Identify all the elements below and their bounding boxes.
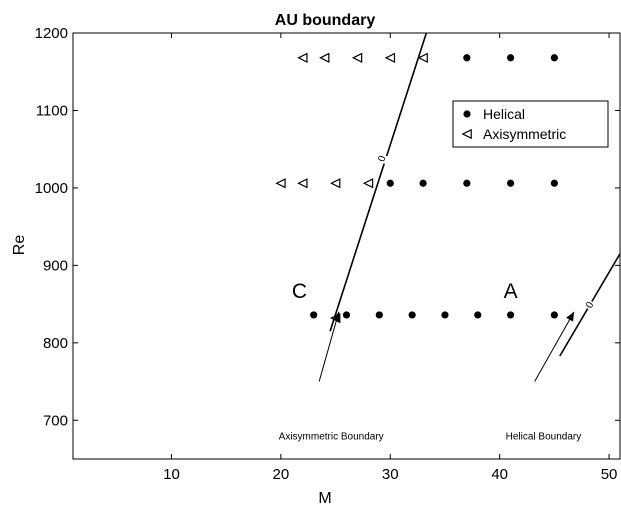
plot-frame bbox=[72, 32, 621, 460]
data-point-axisymmetric bbox=[319, 52, 330, 63]
y-tick-label: 1000 bbox=[35, 180, 68, 197]
data-point-axisymmetric bbox=[297, 178, 308, 189]
data-point-helical bbox=[386, 179, 394, 187]
data-point-helical bbox=[342, 311, 351, 319]
legend-marker-helical bbox=[463, 110, 471, 118]
x-tick-label: 40 bbox=[491, 466, 508, 483]
data-point-axisymmetric bbox=[384, 52, 396, 63]
y-tick-label: 1200 bbox=[35, 25, 68, 42]
data-point-axisymmetric bbox=[417, 52, 428, 63]
data-point-axisymmetric bbox=[330, 178, 341, 189]
data-point-helical bbox=[463, 54, 471, 62]
data-point-helical bbox=[408, 311, 416, 319]
data-point-helical bbox=[507, 179, 515, 187]
legend-box bbox=[452, 100, 609, 148]
annotation-label: Axisymmetric Boundary bbox=[279, 432, 384, 443]
region-label: C bbox=[292, 280, 307, 303]
data-point-helical bbox=[550, 179, 558, 187]
y-tick-label: 1100 bbox=[36, 102, 68, 119]
data-point-helical bbox=[507, 54, 515, 62]
annotation-arrowhead bbox=[566, 311, 575, 322]
data-point-helical bbox=[310, 311, 318, 319]
boundary-line bbox=[329, 32, 428, 332]
y-tick-label: 800 bbox=[43, 335, 68, 352]
legend-label: Axisymmetric bbox=[483, 126, 566, 142]
data-point-helical bbox=[474, 311, 482, 319]
data-point-helical bbox=[419, 179, 427, 187]
y-axis-title: Re bbox=[11, 235, 28, 256]
y-tick-label: 900 bbox=[43, 257, 68, 274]
data-point-helical bbox=[463, 179, 471, 187]
annotation-arrow bbox=[318, 311, 340, 382]
contour-label: 0 bbox=[584, 300, 597, 311]
contour-label: 0 bbox=[376, 154, 388, 163]
x-tick-label: 30 bbox=[382, 466, 399, 483]
data-point-axisymmetric bbox=[275, 178, 286, 189]
data-point-axisymmetric bbox=[351, 52, 363, 63]
data-point-axisymmetric bbox=[362, 178, 374, 189]
legend: Helical Axisymmetric bbox=[452, 100, 609, 148]
contour-label-bg bbox=[374, 152, 389, 165]
data-point-helical bbox=[375, 311, 383, 319]
data-point-helical bbox=[550, 311, 558, 319]
region-label: A bbox=[504, 280, 518, 303]
legend-marker-axisymmetric bbox=[461, 128, 472, 140]
x-axis-title: M bbox=[318, 490, 331, 507]
data-point-helical bbox=[550, 54, 558, 62]
plot-area: 10 20 30 40 50 700 800 900 1000 1100 1200 0 0 Axisymm… bbox=[35, 25, 621, 483]
chart-title: AU boundary bbox=[275, 12, 376, 29]
legend-label: Helical bbox=[483, 106, 525, 122]
annotation-label: Helical Boundary bbox=[506, 432, 582, 443]
x-tick-label: 10 bbox=[163, 466, 180, 483]
x-tick-label: 20 bbox=[273, 466, 290, 483]
y-tick-label: 700 bbox=[43, 412, 68, 429]
data-point-axisymmetric bbox=[297, 52, 308, 63]
annotation-arrowhead bbox=[332, 311, 341, 322]
annotation-arrow bbox=[534, 311, 575, 382]
data-point-helical bbox=[441, 311, 449, 319]
data-point-helical bbox=[507, 311, 515, 319]
x-tick-label: 50 bbox=[601, 466, 618, 483]
contour-label-bg bbox=[582, 298, 597, 312]
